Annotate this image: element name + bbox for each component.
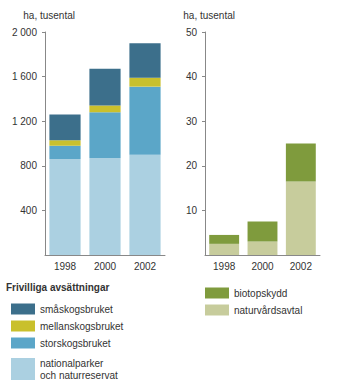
svg-text:20: 20 bbox=[186, 160, 198, 171]
svg-text:10: 10 bbox=[186, 205, 198, 216]
svg-text:nationalparker: nationalparker bbox=[40, 358, 104, 369]
svg-text:2 000: 2 000 bbox=[12, 27, 37, 38]
svg-text:biotopskydd: biotopskydd bbox=[234, 288, 287, 299]
svg-text:2002: 2002 bbox=[290, 261, 313, 272]
svg-text:1998: 1998 bbox=[54, 261, 77, 272]
svg-text:1998: 1998 bbox=[213, 261, 236, 272]
svg-text:1 600: 1 600 bbox=[12, 71, 37, 82]
svg-text:50: 50 bbox=[186, 27, 198, 38]
svg-text:naturvårdsavtal: naturvårdsavtal bbox=[234, 305, 302, 316]
svg-text:ha, tusental: ha, tusental bbox=[23, 10, 75, 21]
svg-text:2000: 2000 bbox=[94, 261, 117, 272]
svg-text:40: 40 bbox=[186, 71, 198, 82]
svg-text:storskogsbruket: storskogsbruket bbox=[40, 338, 111, 349]
svg-text:1 200: 1 200 bbox=[12, 116, 37, 127]
svg-text:Frivilliga avsättningar: Frivilliga avsättningar bbox=[6, 282, 109, 293]
svg-text:och naturreservat: och naturreservat bbox=[40, 370, 118, 381]
svg-text:400: 400 bbox=[20, 205, 37, 216]
svg-text:2002: 2002 bbox=[134, 261, 157, 272]
svg-text:småskogsbruket: småskogsbruket bbox=[40, 304, 113, 315]
svg-text:ha, tusental: ha, tusental bbox=[183, 10, 235, 21]
svg-text:mellanskogsbruket: mellanskogsbruket bbox=[40, 321, 124, 332]
svg-text:30: 30 bbox=[186, 116, 198, 127]
svg-text:2000: 2000 bbox=[251, 261, 274, 272]
svg-text:800: 800 bbox=[20, 160, 37, 171]
